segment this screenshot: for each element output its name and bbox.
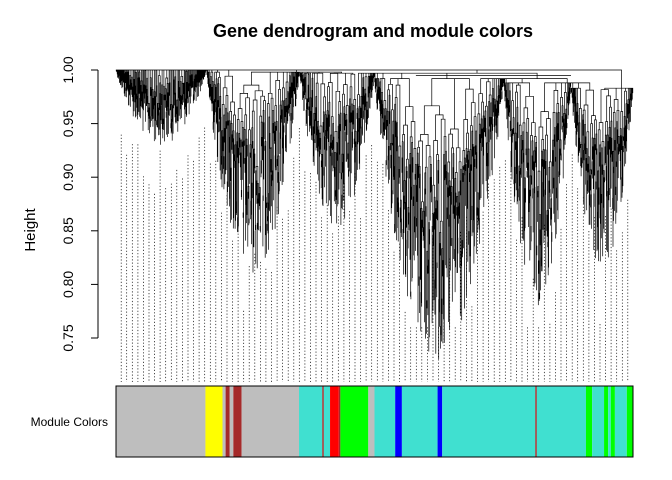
module-color-segment bbox=[626, 386, 633, 457]
module-color-segment bbox=[437, 386, 443, 457]
y-tick-label: 0.80 bbox=[60, 271, 76, 298]
dendrogram-tree bbox=[115, 69, 634, 382]
y-axis: 0.75 0.80 0.85 0.90 0.95 1.00 bbox=[60, 56, 99, 352]
module-color-segment bbox=[323, 386, 331, 457]
dendrogram-branches bbox=[115, 69, 634, 360]
module-color-segment bbox=[604, 386, 609, 457]
module-color-segment bbox=[535, 386, 537, 457]
y-tick-label: 0.75 bbox=[60, 324, 76, 351]
module-color-segment bbox=[374, 386, 396, 457]
module-color-segment bbox=[442, 386, 536, 457]
module-color-segment bbox=[233, 386, 242, 457]
module-color-segment bbox=[401, 386, 438, 457]
module-color-band bbox=[116, 386, 633, 457]
leaf-drop-lines bbox=[120, 127, 629, 382]
y-tick-label: 0.90 bbox=[60, 163, 76, 190]
module-color-segment bbox=[330, 386, 339, 457]
module-color-segment bbox=[222, 386, 226, 457]
y-tick-label: 0.85 bbox=[60, 217, 76, 244]
module-colors-label: Module Colors bbox=[31, 415, 108, 429]
module-color-segment bbox=[368, 386, 375, 457]
module-color-segment bbox=[116, 386, 206, 457]
module-color-segment bbox=[241, 386, 300, 457]
module-color-segment bbox=[229, 386, 234, 457]
module-color-segment bbox=[225, 386, 230, 457]
module-color-segment bbox=[299, 386, 323, 457]
module-color-segment bbox=[536, 386, 586, 457]
module-color-segment bbox=[322, 386, 324, 457]
y-tick-label: 1.00 bbox=[60, 56, 76, 83]
module-color-segment bbox=[205, 386, 223, 457]
module-color-segment bbox=[592, 386, 605, 457]
module-color-band-border bbox=[115, 385, 634, 458]
module-color-segment bbox=[614, 386, 627, 457]
module-color-segment bbox=[395, 386, 402, 457]
y-axis-title: Height bbox=[22, 207, 39, 251]
module-color-segment bbox=[338, 386, 341, 457]
module-color-segment bbox=[610, 386, 615, 457]
y-tick-label: 0.95 bbox=[60, 110, 76, 137]
module-color-segment bbox=[585, 386, 593, 457]
module-color-segment bbox=[340, 386, 369, 457]
chart-title: Gene dendrogram and module colors bbox=[213, 21, 533, 41]
module-color-segment bbox=[608, 386, 611, 457]
